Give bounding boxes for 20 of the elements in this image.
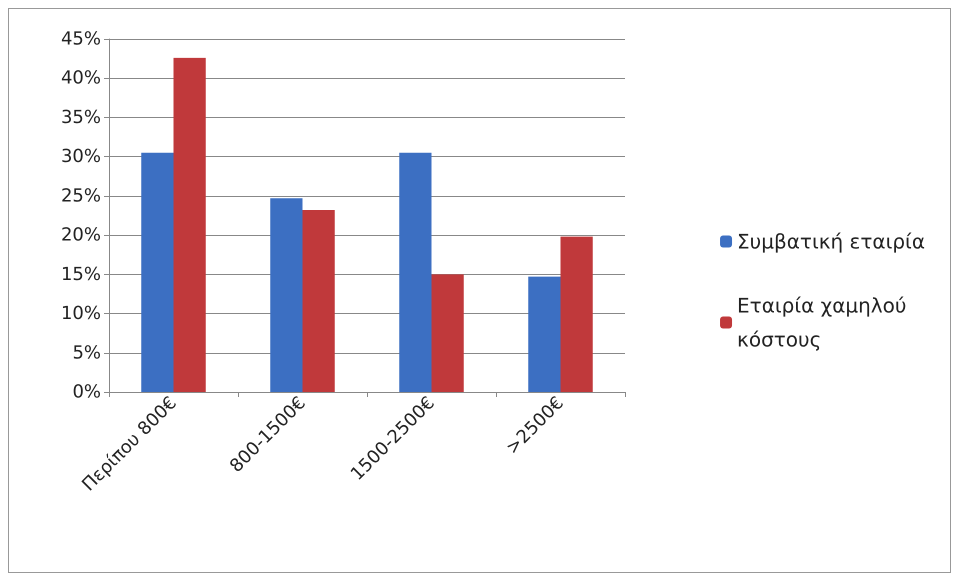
y-tick-label: 20% (60, 224, 101, 246)
y-tick-label: 10% (60, 303, 101, 324)
bar (528, 276, 560, 392)
bar (560, 236, 593, 392)
bar (432, 274, 464, 392)
y-tick-label: 25% (60, 185, 101, 206)
legend-label: Εταιρία χαμηλού κόστους (737, 294, 906, 352)
y-tick-label: 5% (72, 342, 101, 364)
legend-label: Συμβατική εταιρία (737, 230, 926, 254)
y-tick-label: 45% (60, 28, 101, 50)
y-tick-label: 30% (60, 146, 101, 168)
bar (174, 58, 206, 392)
y-tick-label: 40% (60, 68, 101, 89)
y-tick-label: 15% (60, 264, 101, 285)
bar (270, 198, 302, 392)
bar (399, 152, 432, 392)
y-tick-label: 35% (60, 106, 101, 128)
bar (302, 210, 335, 392)
bar (141, 152, 174, 392)
y-tick-label: 0% (72, 382, 101, 402)
